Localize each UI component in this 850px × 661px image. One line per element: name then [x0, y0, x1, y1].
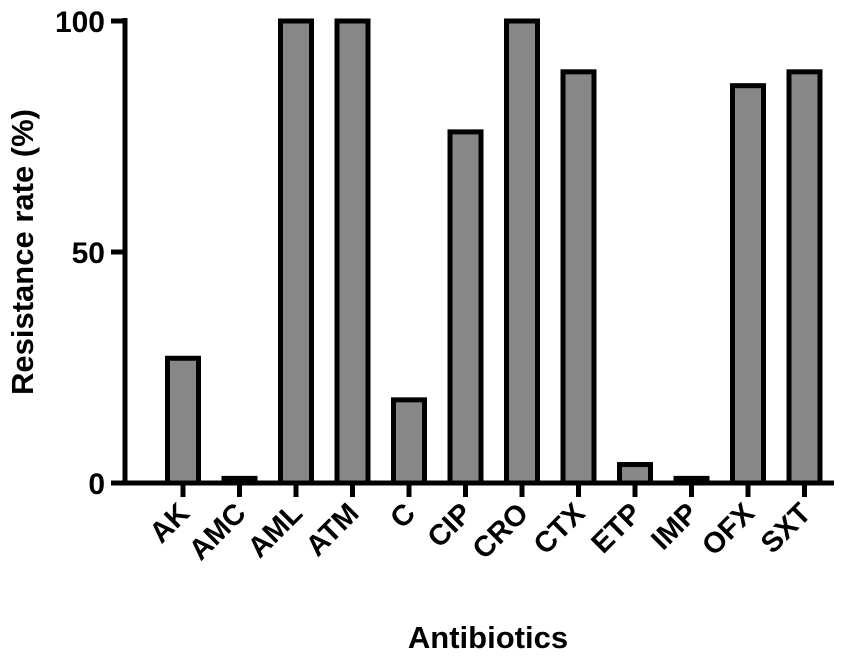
- x-tick-label-cro: CRO: [467, 497, 535, 565]
- y-ticks-group: 0 50 100: [55, 6, 125, 501]
- x-tick-label-amc: AMC: [183, 497, 252, 566]
- x-tick-label-etp: ETP: [585, 497, 648, 560]
- bar-etp: [617, 462, 653, 486]
- bar-c: [391, 397, 427, 486]
- bar-atm: [334, 18, 371, 486]
- y-tick-label-100: 100: [55, 6, 105, 39]
- bar-cip: [447, 129, 484, 486]
- x-tick-label-imp: IMP: [645, 497, 704, 556]
- x-tick-label-aml: AML: [242, 497, 309, 564]
- x-tick-label-atm: ATM: [300, 497, 366, 563]
- bar-aml: [278, 18, 314, 486]
- y-tick-label-0: 0: [88, 468, 105, 501]
- bar-ofx: [730, 83, 766, 486]
- bar-sxt: [786, 69, 823, 486]
- bar-ctx: [560, 69, 597, 486]
- y-tick-label-50: 50: [72, 237, 105, 270]
- x-tick-label-c: C: [385, 497, 422, 534]
- bar-ak: [165, 355, 201, 486]
- x-tick-label-ctx: CTX: [528, 497, 592, 561]
- x-axis-title: Antibiotics: [408, 620, 568, 655]
- x-tick-label-sxt: SXT: [755, 497, 818, 560]
- y-axis-title: Resistance rate (%): [5, 109, 40, 395]
- bars-group: [165, 18, 823, 486]
- bar-cro: [504, 18, 540, 486]
- x-tick-label-ofx: OFX: [696, 497, 761, 562]
